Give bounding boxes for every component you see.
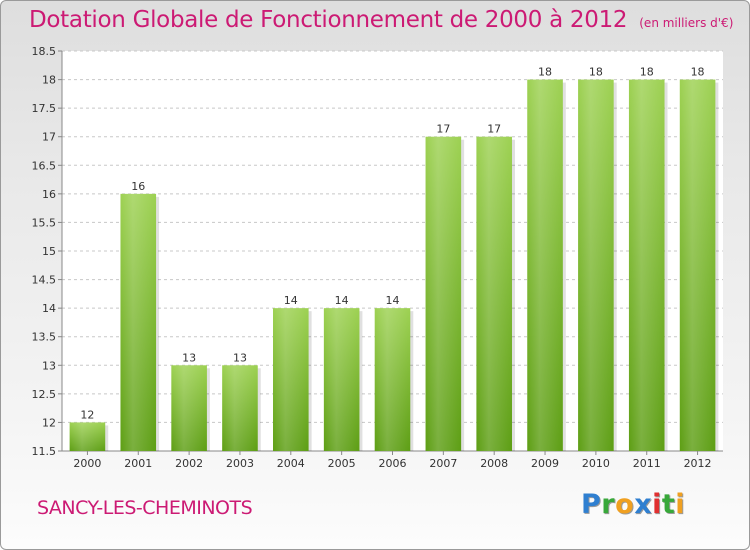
x-tick-label: 2006 xyxy=(379,457,407,470)
y-tick-label: 12.5 xyxy=(32,388,57,401)
y-tick-label: 17.5 xyxy=(32,102,57,115)
data-label: 18 xyxy=(640,66,654,79)
y-tick-label: 18.5 xyxy=(32,45,57,58)
x-tick-label: 2007 xyxy=(429,457,457,470)
chart-subtitle: (en milliers d'€) xyxy=(639,16,734,30)
logo-letter: x xyxy=(634,489,653,520)
proxiti-logo: Proxiti xyxy=(581,489,685,520)
bar-highlight xyxy=(222,365,258,451)
y-tick-label: 17 xyxy=(42,131,56,144)
logo-letter: r xyxy=(601,489,616,520)
y-tick-label: 11.5 xyxy=(32,445,57,458)
y-tick-label: 16 xyxy=(42,188,56,201)
bar-highlight xyxy=(527,79,563,452)
bar-highlight xyxy=(628,79,665,452)
data-label: 14 xyxy=(284,294,298,307)
bar-highlight xyxy=(323,308,360,451)
data-label: 12 xyxy=(80,408,94,421)
data-label: 16 xyxy=(131,180,145,193)
logo-letter: t xyxy=(661,489,676,520)
bar-highlight xyxy=(476,136,512,451)
x-tick-label: 2003 xyxy=(226,457,254,470)
y-tick-label: 12 xyxy=(42,416,56,429)
y-tick-label: 16.5 xyxy=(32,159,57,172)
bar-highlight xyxy=(120,193,157,451)
x-tick-label: 2009 xyxy=(531,457,559,470)
bar-highlight xyxy=(374,308,411,451)
y-tick-label: 15.5 xyxy=(32,216,57,229)
bar-highlight xyxy=(171,365,207,451)
data-label: 14 xyxy=(335,294,349,307)
logo-letter: o xyxy=(615,489,635,520)
logo-letter: i xyxy=(675,489,686,520)
data-label: 14 xyxy=(386,294,400,307)
x-tick-label: 2010 xyxy=(582,457,610,470)
x-tick-label: 2002 xyxy=(175,457,203,470)
y-tick-label: 14.5 xyxy=(32,274,57,287)
data-label: 18 xyxy=(589,66,603,79)
chart-title: Dotation Globale de Fonctionnement de 20… xyxy=(29,7,733,33)
x-tick-label: 2012 xyxy=(684,457,712,470)
data-label: 18 xyxy=(691,66,705,79)
y-tick-label: 15 xyxy=(42,245,56,258)
place-name: SANCY-LES-CHEMINOTS xyxy=(37,497,253,519)
data-label: 13 xyxy=(233,351,247,364)
logo-letter: i xyxy=(652,489,662,520)
x-tick-label: 2004 xyxy=(277,457,305,470)
data-label: 17 xyxy=(487,123,501,136)
x-tick-label: 2011 xyxy=(633,457,661,470)
data-label: 18 xyxy=(538,66,552,79)
logo-letter: P xyxy=(581,489,602,520)
bar-highlight xyxy=(425,136,462,451)
x-tick-label: 2001 xyxy=(124,457,152,470)
y-tick-label: 14 xyxy=(42,302,56,315)
data-label: 13 xyxy=(182,351,196,364)
x-tick-label: 2008 xyxy=(480,457,508,470)
y-tick-label: 13.5 xyxy=(32,331,57,344)
bar-highlight xyxy=(273,308,309,451)
bar-highlight xyxy=(578,79,614,452)
chart-title-text: Dotation Globale de Fonctionnement de 20… xyxy=(29,7,628,33)
y-tick-label: 18 xyxy=(42,74,56,87)
bar-highlight xyxy=(679,79,716,452)
data-label: 17 xyxy=(436,123,450,136)
y-tick-label: 13 xyxy=(42,359,56,372)
bar-highlight xyxy=(69,422,106,451)
x-tick-label: 2005 xyxy=(328,457,356,470)
x-tick-label: 2000 xyxy=(73,457,101,470)
